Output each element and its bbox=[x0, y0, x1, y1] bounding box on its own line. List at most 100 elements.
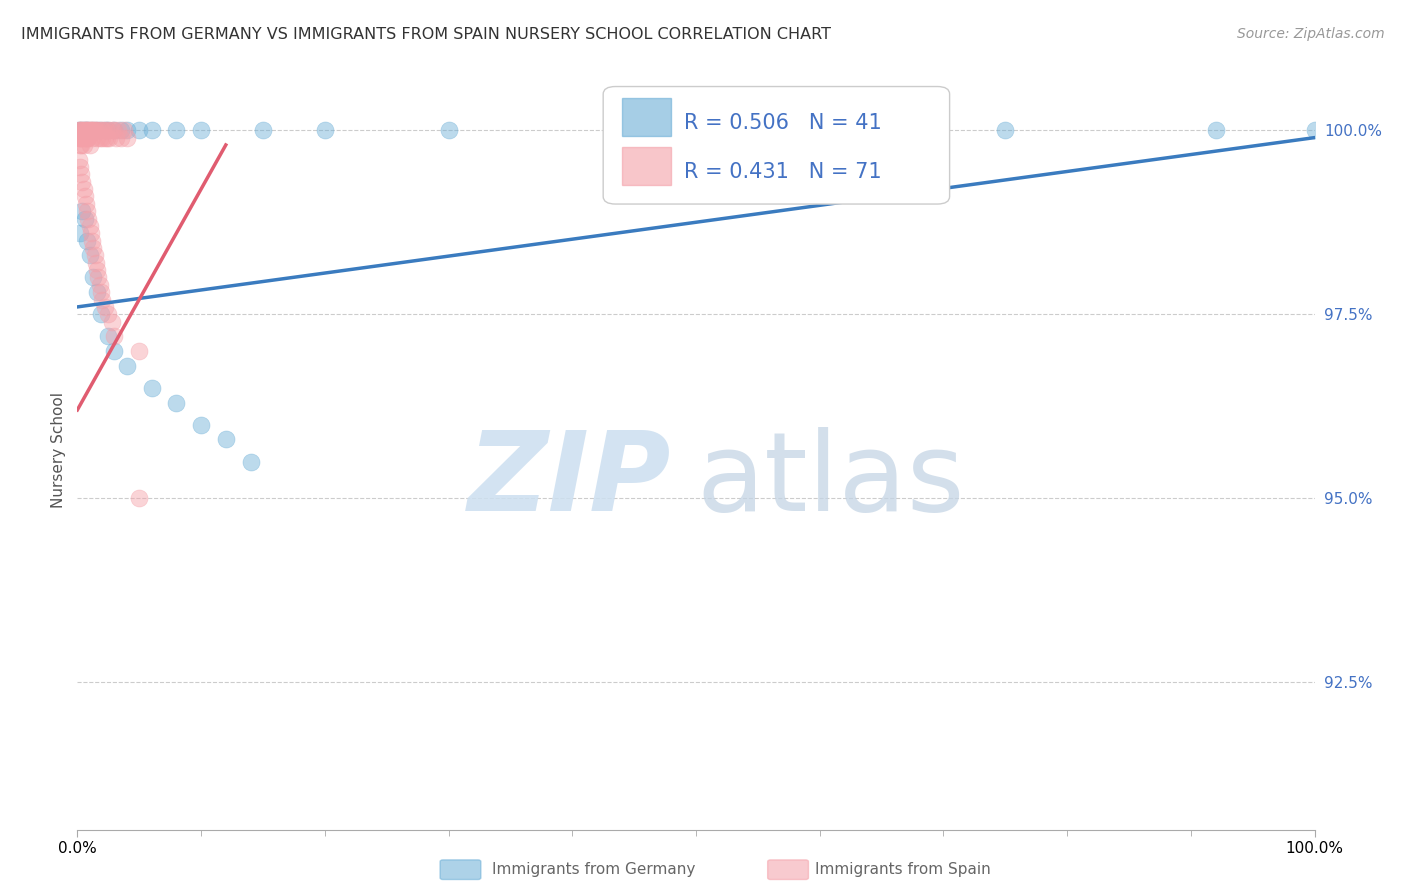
Point bbox=[69, 123, 91, 137]
Point bbox=[190, 417, 212, 432]
Point bbox=[115, 123, 138, 137]
Point bbox=[239, 454, 262, 468]
Point bbox=[75, 130, 97, 145]
Point bbox=[75, 123, 97, 137]
Point bbox=[75, 197, 97, 211]
Point bbox=[82, 123, 104, 137]
Point bbox=[77, 123, 100, 137]
Text: Immigrants from Germany: Immigrants from Germany bbox=[492, 863, 696, 877]
Point bbox=[79, 219, 101, 233]
Point bbox=[80, 227, 103, 241]
Point bbox=[97, 123, 120, 137]
Point bbox=[128, 491, 150, 506]
Point bbox=[128, 344, 150, 359]
Point bbox=[70, 130, 93, 145]
Y-axis label: Nursery School: Nursery School bbox=[51, 392, 66, 508]
Point bbox=[73, 189, 96, 203]
Point bbox=[994, 123, 1017, 137]
Point bbox=[97, 329, 120, 343]
Point bbox=[82, 123, 104, 137]
Point bbox=[128, 123, 150, 137]
Point bbox=[97, 307, 120, 321]
Point bbox=[89, 277, 111, 292]
Point bbox=[73, 130, 96, 145]
Point bbox=[72, 204, 94, 219]
Point bbox=[91, 123, 114, 137]
Point bbox=[69, 227, 91, 241]
Point bbox=[97, 123, 120, 137]
Point bbox=[83, 123, 105, 137]
Point bbox=[86, 285, 108, 300]
Point bbox=[72, 182, 94, 196]
Point bbox=[67, 123, 90, 137]
Point bbox=[103, 344, 125, 359]
Point bbox=[86, 130, 108, 145]
Point bbox=[82, 123, 104, 137]
Point bbox=[72, 130, 94, 145]
Point bbox=[90, 307, 112, 321]
Point bbox=[90, 285, 112, 300]
Bar bbox=[621, 147, 671, 186]
Point bbox=[82, 130, 104, 145]
Point bbox=[89, 130, 111, 145]
Point bbox=[72, 123, 94, 137]
FancyBboxPatch shape bbox=[603, 87, 949, 204]
Point bbox=[73, 211, 96, 226]
Point bbox=[89, 123, 111, 137]
Point bbox=[110, 123, 132, 137]
Point bbox=[314, 123, 336, 137]
Point bbox=[141, 123, 163, 137]
Point bbox=[101, 123, 124, 137]
Bar bbox=[621, 98, 671, 136]
Point bbox=[252, 123, 274, 137]
Point bbox=[91, 130, 114, 145]
Point bbox=[84, 123, 107, 137]
Point bbox=[67, 153, 90, 167]
Point bbox=[84, 256, 107, 270]
Point bbox=[93, 130, 115, 145]
Point bbox=[76, 234, 98, 248]
Point bbox=[93, 123, 115, 137]
Point bbox=[808, 123, 831, 137]
Text: Immigrants from Spain: Immigrants from Spain bbox=[815, 863, 991, 877]
Point bbox=[76, 204, 98, 219]
Point bbox=[77, 130, 100, 145]
Point bbox=[437, 123, 460, 137]
Point bbox=[115, 130, 138, 145]
Point bbox=[67, 130, 90, 145]
Point bbox=[82, 270, 104, 285]
Point bbox=[79, 123, 101, 137]
Point bbox=[1303, 123, 1326, 137]
Point bbox=[91, 293, 114, 307]
Point bbox=[83, 248, 105, 262]
Point bbox=[103, 123, 125, 137]
Point bbox=[112, 123, 135, 137]
Point bbox=[115, 359, 138, 373]
Point bbox=[67, 123, 90, 137]
Point bbox=[76, 130, 98, 145]
Point bbox=[82, 241, 104, 255]
Point bbox=[94, 123, 117, 137]
Point bbox=[141, 381, 163, 395]
Point bbox=[96, 130, 118, 145]
Point bbox=[104, 130, 127, 145]
Point bbox=[80, 123, 103, 137]
Point bbox=[103, 123, 125, 137]
Point bbox=[623, 123, 645, 137]
Point bbox=[165, 395, 187, 409]
Point bbox=[87, 123, 110, 137]
Point bbox=[86, 263, 108, 277]
Point bbox=[87, 270, 110, 285]
Point bbox=[69, 138, 91, 153]
Point bbox=[98, 130, 121, 145]
Text: R = 0.506   N = 41: R = 0.506 N = 41 bbox=[683, 113, 882, 133]
Point bbox=[79, 138, 101, 153]
Point bbox=[107, 123, 129, 137]
Text: ZIP: ZIP bbox=[468, 427, 671, 534]
Text: atlas: atlas bbox=[696, 427, 965, 534]
Point bbox=[103, 329, 125, 343]
Point bbox=[93, 300, 115, 314]
Point bbox=[70, 123, 93, 137]
Point bbox=[72, 123, 94, 137]
Point bbox=[77, 123, 100, 137]
